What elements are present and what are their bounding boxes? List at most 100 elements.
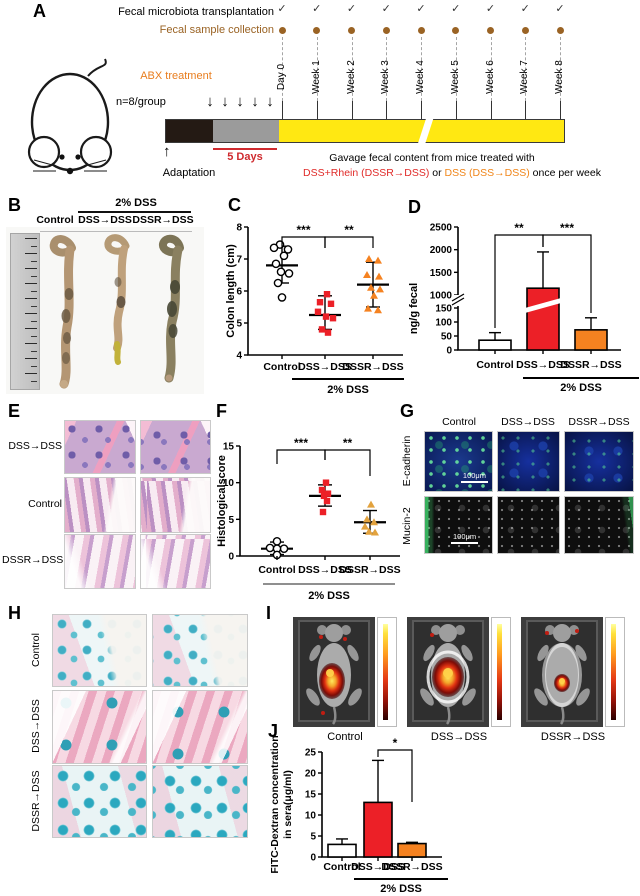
timeline-dashed-line	[560, 37, 561, 101]
photo-top-line	[40, 231, 192, 232]
e-row-dss: DSS→DSS	[8, 440, 62, 452]
timeline-tick	[351, 101, 353, 119]
svg-text:5: 5	[236, 319, 242, 330]
fmt-checkmark: ✓	[555, 3, 565, 15]
svg-text:2% DSS: 2% DSS	[560, 382, 602, 394]
fmt-segment	[279, 116, 564, 147]
timeline-dashed-line	[351, 37, 353, 101]
iv-mouse-image	[521, 617, 603, 727]
five-days-line	[213, 148, 277, 150]
iv-group-label: DSS→DSS	[430, 731, 488, 743]
fecal-sample-dot	[348, 27, 355, 34]
g-row-mucin2: Mucin-2	[401, 507, 413, 545]
timeline-bar	[165, 116, 565, 147]
timeline-tick	[455, 101, 457, 119]
adaptation-label: Adaptation	[162, 167, 216, 179]
svg-text:50: 50	[441, 332, 453, 343]
timeline-dashed-line	[282, 37, 283, 101]
timeline-tick	[560, 101, 561, 119]
he-image-dss-2	[140, 420, 211, 474]
iv-mouse-image	[407, 617, 489, 727]
svg-text:DSSR→DSS: DSSR→DSS	[342, 361, 403, 373]
fecal-concentration-chart: 0 50 100 150 1000 1500 2000 2500 ng/g fecal Contr…	[408, 221, 639, 394]
svg-text:5: 5	[310, 832, 316, 843]
svg-text:6: 6	[236, 287, 242, 298]
ab-image-control-1	[52, 614, 147, 687]
timepoint-label: Week 2	[345, 60, 357, 94]
fecal-sample-dot	[521, 27, 529, 34]
if-mucin2-control: 100μm	[424, 496, 493, 554]
svg-text:Colon length (cm): Colon length (cm)	[225, 244, 237, 338]
adaptation-arrow: ↑	[163, 143, 171, 160]
he-image-dss-1	[64, 420, 136, 474]
fmt-checkmark: ✓	[485, 3, 496, 15]
timepoint-label: Week 7	[519, 60, 531, 94]
group-size-label: n=8/group	[116, 96, 166, 108]
timepoint-label: Week 1	[310, 60, 322, 94]
svg-text:2000: 2000	[430, 245, 453, 256]
ab-image-dss-2	[152, 690, 248, 764]
b-treatment-header: 2% DSS	[115, 197, 157, 209]
gavage-line2: DSS+Rhein (DSSR→DSS) or DSS (DSS→DSS) on…	[272, 167, 632, 179]
svg-text:Control: Control	[263, 361, 300, 373]
svg-text:25: 25	[305, 748, 317, 759]
colon-specimens	[49, 234, 184, 389]
iv-unit	[521, 617, 625, 727]
timepoint-label: Week 5	[449, 60, 461, 94]
scale-bar: 100μm	[460, 472, 488, 483]
heat-gradient	[497, 624, 502, 720]
ruler	[10, 233, 40, 390]
panel-b-label: B	[8, 195, 21, 215]
colon-length-chart: 4 5 6 7 8 Colon length (cm) ControlDSS→DSSDSSR…	[225, 223, 404, 396]
timeline-tick	[525, 101, 527, 119]
scale-bar: 100μm	[451, 533, 479, 544]
abx-arrow-icon: ↓	[206, 93, 214, 110]
b-col-dssr: DSSR→DSS	[132, 214, 194, 226]
g-col-control: Control	[442, 416, 476, 428]
svg-text:***: ***	[560, 221, 574, 235]
timeline-dashed-line	[490, 37, 492, 101]
svg-text:**: **	[343, 436, 353, 450]
histological-score-chart: 0 5 10 15 Histologicalscore Control DSS→DSSDSS…	[216, 436, 401, 602]
svg-text:100: 100	[435, 318, 452, 329]
b-col-dss: DSS→DSS	[78, 214, 132, 226]
timeline-tick	[386, 101, 388, 119]
svg-text:1500: 1500	[430, 268, 453, 279]
panel-j-label: J	[268, 721, 279, 741]
svg-text:Control: Control	[323, 861, 360, 873]
fmt-checkmark: ✓	[312, 3, 322, 15]
panel-g-label: G	[400, 401, 415, 421]
svg-text:10: 10	[223, 478, 235, 489]
fmt-checkmark: ✓	[277, 3, 287, 15]
svg-text:2% DSS: 2% DSS	[308, 590, 350, 602]
if-ecadherin-dss	[497, 431, 560, 492]
svg-text:2500: 2500	[430, 223, 453, 234]
timepoint-label: Week 6	[484, 60, 496, 94]
timeline-dashed-line	[421, 37, 422, 101]
iv-unit	[293, 617, 397, 727]
fmt-checkmark: ✓	[346, 3, 357, 15]
ab-image-dssr-1	[52, 765, 147, 838]
svg-text:FITC-Dextran concentration: FITC-Dextran concentration	[269, 735, 281, 873]
ab-image-dssr-2	[152, 765, 248, 838]
svg-text:DSSR→DSS: DSSR→DSS	[381, 861, 442, 873]
panel-h-label: H	[8, 603, 21, 623]
iv-group-label: DSSR→DSS	[540, 731, 606, 743]
panel-d-label: D	[408, 197, 421, 217]
fitc-dextran-chart: 0 5 10 15 20 25 FITC-Dextran concentration in s…	[269, 735, 448, 895]
heat-gradient	[611, 624, 616, 720]
he-image-control-2	[140, 477, 211, 533]
svg-text:5: 5	[228, 515, 234, 526]
panel-e-label: E	[8, 401, 21, 421]
e-row-control: Control	[28, 498, 62, 510]
if-ecadherin-dssr	[564, 431, 634, 492]
panel-a-label: A	[33, 1, 46, 21]
abx-arrow-icon: ↓	[236, 93, 244, 110]
svg-text:8: 8	[236, 223, 242, 234]
h-row-dssr: DSSR→DSS	[30, 770, 42, 832]
fmt-row-label: Fecal microbiota transplantation	[118, 6, 274, 18]
svg-text:Histologicalscore: Histologicalscore	[216, 455, 228, 547]
five-days-label: 5 Days	[227, 151, 263, 163]
svg-text:20: 20	[305, 769, 317, 780]
